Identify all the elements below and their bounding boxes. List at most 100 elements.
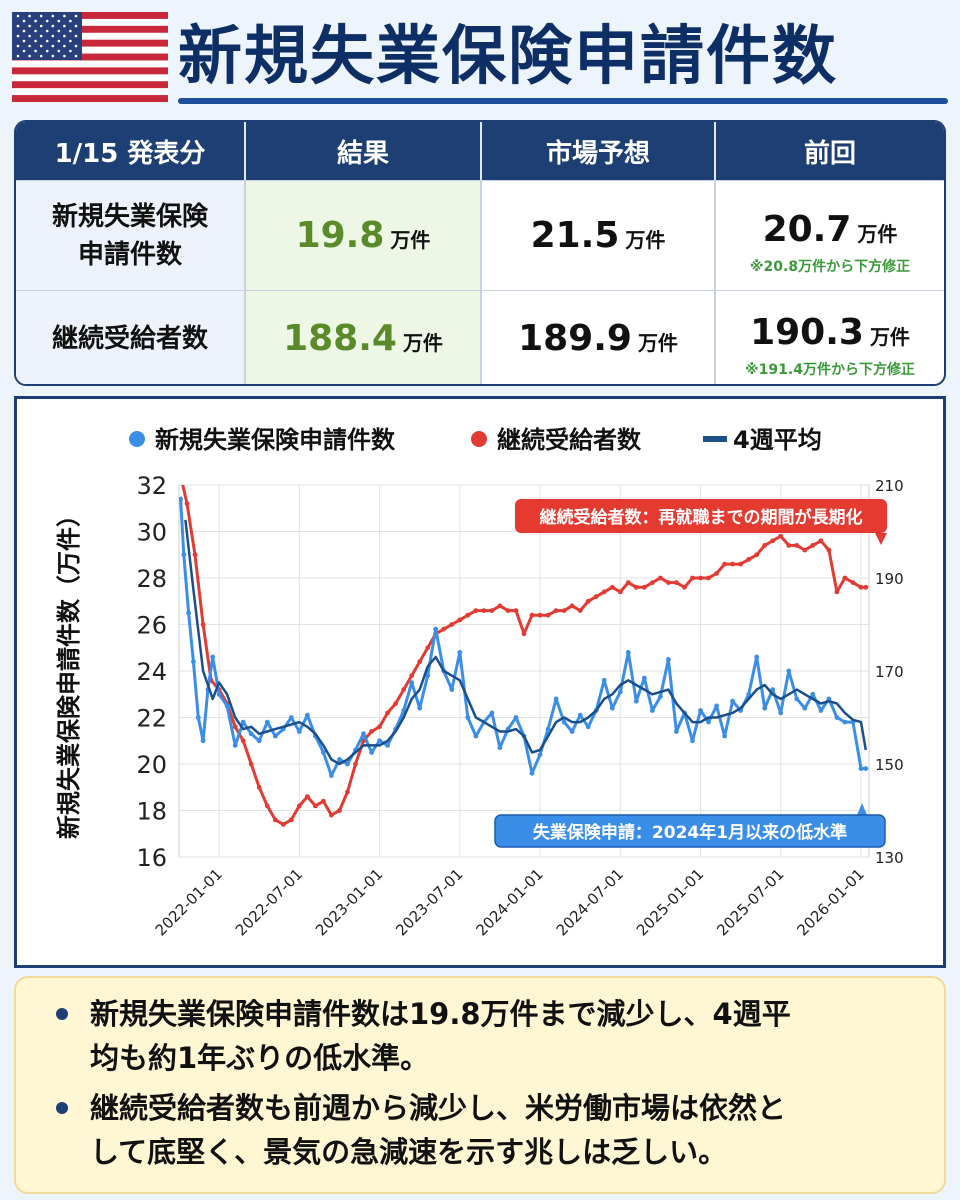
continuing-claims-line-point [754,552,760,558]
header: 新規失業保険申請件数 [0,0,960,110]
x-tick-label: 2023-01-01 [312,865,386,939]
initial-claims-line-point [762,705,768,711]
header-release-date: 1/15 発表分 [16,122,246,180]
initial-claims-line-point [858,766,864,771]
legend-label: 4週平均 [733,426,822,454]
summary-line2: して底堅く、景気の急減速を示す兆しは乏しい。 [90,1135,728,1169]
legend-label: 新規失業保険申請件数 [155,426,396,454]
continuing-claims-line-point [513,608,519,613]
initial-claims-line-point [778,710,784,716]
x-tick-label: 2024-07-01 [553,865,627,939]
continuing-claims-line-point [200,622,206,627]
previous-value: 190.3 [750,312,864,353]
initial-claims-line-point [577,712,583,718]
bullet-icon [56,1102,68,1114]
continuing-claims-line-point [288,817,294,823]
continuing-claims-line-point [192,552,198,558]
initial-claims-line-point [714,703,719,709]
initial-claims-line-point [818,708,824,713]
revision-note: ※20.8万件から下方修正 [749,259,911,275]
initial-claims-line-point [337,757,342,762]
previous-cell: 20.7 万件 ※20.8万件から下方修正 [716,181,944,290]
initial-claims-line-point [513,715,519,720]
legend-label: 継続受給者数 [497,426,642,454]
y2-tick-label: 170 [875,663,904,681]
continuing-claims-line-point [296,803,302,809]
unit-label: 万件 [402,331,443,355]
continuing-claims-line-point [778,533,784,539]
continuing-claims-line-point [706,575,711,581]
initial-claims-line-point [425,673,431,678]
unit-label: 万件 [637,331,678,355]
unit-label: 万件 [390,228,431,252]
continuing-claims-line-point [633,584,639,590]
previous-value: 20.7 [762,209,852,250]
x-tick-label: 2023-07-01 [392,865,466,939]
initial-claims-line-point [385,743,390,748]
header-forecast: 市場予想 [482,122,716,180]
initial-claims-line-point [216,691,222,697]
initial-claims-line-point [195,715,201,720]
continuing-claims-line-point [457,617,463,623]
initial-claims-line-point [545,726,551,732]
initial-claims-line-point [288,715,294,720]
y-tick-label: 24 [136,658,167,686]
x-tick-label: 2022-07-01 [232,865,306,939]
initial-claims-line-point [786,668,792,674]
continuing-claims-line-point [401,687,407,692]
continuing-claims-line-point [537,612,543,618]
initial-claims-line [179,498,866,778]
initial-annotation-box [494,814,886,848]
initial-claims-line-point [321,750,326,755]
initial-claims-line-point [296,729,302,734]
continuing-claims-line-point [650,580,655,585]
unit-label: 万件 [625,228,666,252]
continuing-claims-line-point [577,608,583,613]
initial-claims-line-point [329,773,334,778]
x-tick-label: 2025-01-01 [633,865,707,939]
initial-claims-line-point [553,696,559,702]
continuing-claims-line-point [369,729,374,734]
y-tick-label: 22 [136,705,167,733]
continuing-claims-line-point [505,608,511,613]
initial-claims-line-point [730,698,735,704]
previous-cell: 190.3 万件 ※191.4万件から下方修正 [716,291,944,384]
summary-item: 新規失業保険申請件数は19.8万件まで減少し、4週平 均も約1年ぶりの低水準。 [56,992,918,1080]
row-label: 新規失業保険 申請件数 [16,181,246,290]
initial-claims-line-point [810,691,816,697]
continuing-claims-line-point [762,543,768,548]
continuing-claims-line-point [417,659,423,665]
continuing-claims-line-point [409,673,415,678]
continuing-claims-line-point [818,538,824,544]
forecast-value: 21.5 [530,215,620,256]
forecast-value: 189.9 [518,318,632,359]
continuing-claims-line-point [441,626,447,632]
row-label-line1: 新規失業保険 [51,201,208,232]
initial-claims-line-point [369,750,374,755]
continuing-claims-line-point [698,575,703,581]
x-tick-label: 2026-01-01 [793,865,867,939]
continuing-claims-line-point [674,580,679,585]
initial-claims-line-point [179,496,183,502]
continuing-claims-line-point [834,589,840,595]
initial-claims-line-point [641,675,647,681]
initial-claims-line-point [181,552,187,558]
initial-claims-line-point [473,733,479,739]
continuing-claims-line-point [248,761,254,767]
initial-claims-line-point [585,724,591,730]
initial-claims-line-point [698,708,703,713]
us-flag-icon [12,12,168,102]
claims-chart: 16 18 20 22 24 26 28 30 32 130 150 170 190 210 2022-01… [55,426,904,939]
continuing-claims-line-point [658,575,663,581]
continuing-claims-line-point [786,543,792,548]
continuing-claims-line-point [305,794,310,799]
continuing-claims-line-point [682,584,687,590]
y-tick-label: 18 [136,798,167,826]
initial-claims-line-point [417,705,423,711]
continuing-annotation-pointer [875,533,887,545]
y-axis-label: 新規失業保険申請件数（万件） [55,503,83,839]
summary-box: 新規失業保険申請件数は19.8万件まで減少し、4週平 均も約1年ぶりの低水準。 継… [14,976,946,1194]
title-underline [178,98,948,104]
initial-claims-line-point [746,691,752,697]
continuing-claims-line-point [842,575,848,581]
